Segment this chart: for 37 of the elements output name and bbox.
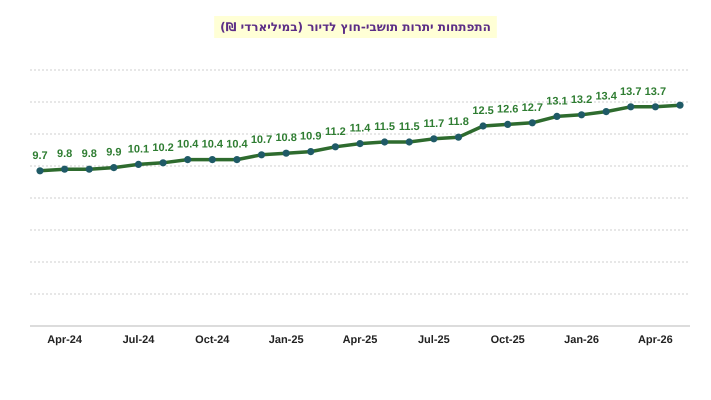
data-label: 12.5 — [472, 105, 494, 117]
data-label: 10.4 — [226, 138, 249, 151]
data-label: 13.2 — [570, 94, 592, 106]
x-tick-label: Jul-24 — [122, 334, 156, 346]
data-label: 10.1 — [128, 143, 150, 156]
data-label: 9.8 — [56, 148, 72, 160]
x-tick-label: Jan-25 — [268, 334, 304, 346]
data-label: 9.8 — [82, 148, 97, 160]
data-label: 11.4 — [350, 122, 372, 135]
data-label: 11.8 — [448, 116, 469, 128]
data-label: 13.7 — [644, 86, 666, 98]
data-label: 10.8 — [275, 132, 297, 144]
data-label: 11.2 — [324, 126, 346, 138]
x-tick-label: Oct-25 — [490, 334, 525, 346]
data-label: 11.5 — [374, 121, 396, 133]
x-tick-label: Apr-26 — [638, 334, 673, 346]
data-label: 10.7 — [250, 134, 272, 146]
data-label: 10.4 — [176, 138, 200, 151]
title: התפתחות יתרות תושבי-חוץ לדיור (במיליארדי ₪) — [214, 16, 497, 38]
x-tick-label: Jan-26 — [564, 334, 599, 346]
data-label: 12.6 — [496, 103, 518, 116]
x-tick-label: Apr-24 — [47, 334, 83, 346]
data-label: 10.4 — [202, 138, 224, 151]
data-label: 10.2 — [152, 142, 174, 154]
x-tick-label: Jul-25 — [418, 334, 450, 346]
data-label: 9.9 — [106, 146, 122, 159]
data-label: 9.7 — [32, 150, 48, 162]
chart-title: התפתחות יתרות תושבי-חוץ לדיור (במיליארדי ₪) — [220, 20, 491, 34]
data-label: 13.4 — [595, 90, 618, 103]
data-label: 10.9 — [300, 130, 322, 143]
data-label: 13.7 — [620, 86, 642, 98]
data-label: 12.7 — [522, 102, 544, 114]
data-label: 11.7 — [423, 118, 444, 130]
x-tick-label: Oct-24 — [195, 334, 230, 346]
data-label: 11.5 — [398, 121, 420, 133]
data-label: 13.1 — [546, 95, 568, 108]
x-tick-label: Apr-25 — [342, 334, 378, 346]
